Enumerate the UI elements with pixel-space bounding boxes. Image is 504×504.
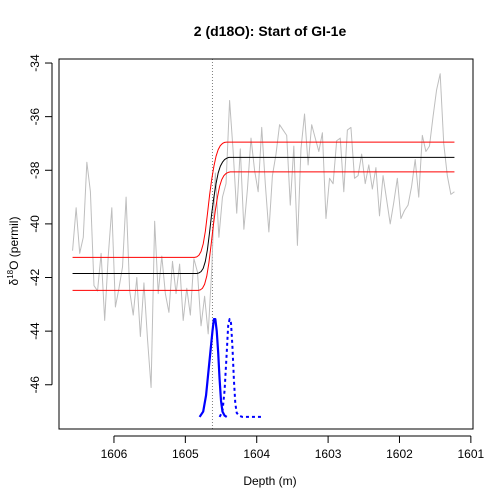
y-axis-title-rest: O (permil): [7, 217, 21, 270]
x-tick-label: 1603: [315, 447, 342, 461]
y-tick-label: -36: [28, 108, 42, 126]
y-axis-title: δ18O (permil): [6, 217, 21, 286]
x-tick-label: 1606: [101, 447, 128, 461]
axis-layer: 1606 1605 1604 1603 1602 1601 -46 -44 -42 -40 -38 -…: [28, 54, 485, 461]
onset-density-curve-dotted: [218, 318, 264, 418]
y-tick-label: -40: [28, 215, 42, 233]
onset-density-curve: [198, 317, 228, 418]
plot-layer: [72, 59, 455, 429]
y-tick-label: -42: [28, 269, 42, 287]
x-tick-label: 1601: [458, 447, 485, 461]
chart-title: 2 (d18O): Start of GI-1e: [194, 23, 347, 39]
y-tick-label: -34: [28, 54, 42, 72]
x-tick-label: 1604: [243, 447, 270, 461]
y-tick-label: -44: [28, 322, 42, 340]
y-tick-label: -38: [28, 161, 42, 179]
data-series-line: [72, 73, 455, 388]
fit-series-line: [72, 156, 455, 274]
x-tick-label: 1602: [386, 447, 413, 461]
plot-frame: [58, 58, 474, 430]
y-tick-label: -46: [28, 376, 42, 394]
ci-upper-series-line: [72, 141, 455, 258]
y-axis-title-delta: δ: [7, 278, 21, 285]
x-axis-title: Depth (m): [243, 474, 296, 488]
ci-lower-series-line: [72, 171, 455, 291]
y-axis-title-superscript: 18: [6, 269, 15, 278]
x-tick-label: 1605: [172, 447, 199, 461]
